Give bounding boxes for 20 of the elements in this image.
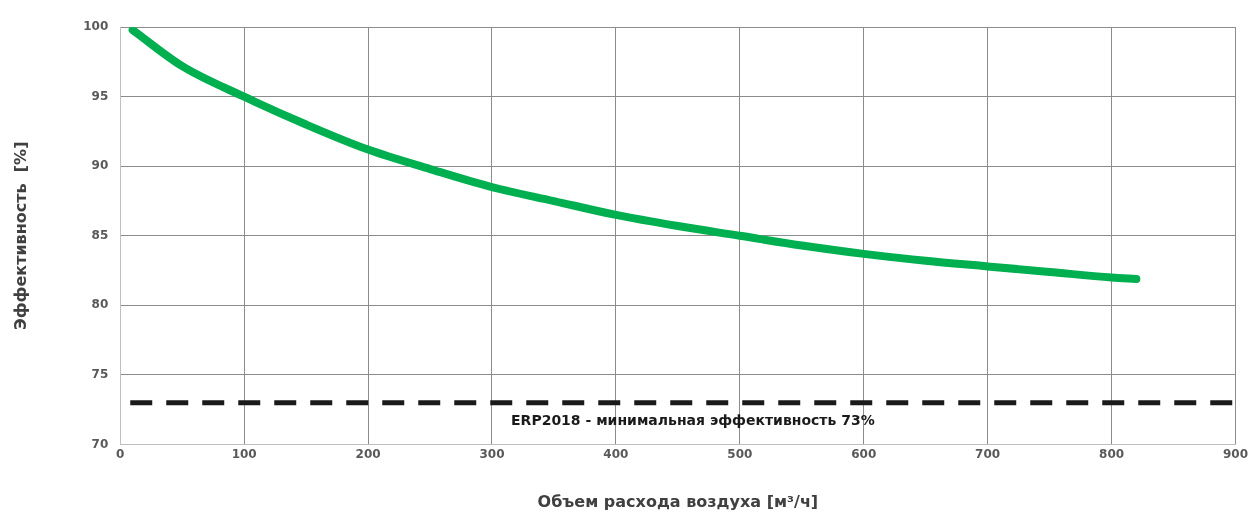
- x-tick-label: 0: [116, 446, 125, 461]
- x-tick-label: 200: [355, 446, 381, 461]
- y-tick-label: 90: [91, 158, 109, 173]
- x-tick-label: 900: [1222, 446, 1249, 461]
- x-tick-label: 300: [479, 446, 505, 461]
- x-axis-title: Объем расхода воздуха [м³/ч]: [537, 491, 819, 511]
- y-tick-label: 100: [83, 19, 109, 34]
- y-tick-label: 70: [91, 436, 109, 451]
- x-tick-label: 100: [231, 446, 257, 461]
- y-tick-label: 75: [91, 366, 109, 381]
- y-axis-title: Эффективность [%]: [10, 141, 30, 331]
- y-tick-label: 95: [91, 88, 109, 103]
- x-tick-label: 700: [975, 446, 1001, 461]
- x-tick-label: 800: [1099, 446, 1125, 461]
- y-tick-label: 80: [91, 297, 109, 312]
- x-tick-label: 400: [603, 446, 629, 461]
- y-tick-label: 85: [91, 227, 109, 242]
- x-tick-label: 500: [727, 446, 753, 461]
- ref-line-label: ERP2018 - минимальная эффективность 73%: [511, 412, 875, 429]
- x-tick-label: 600: [851, 446, 877, 461]
